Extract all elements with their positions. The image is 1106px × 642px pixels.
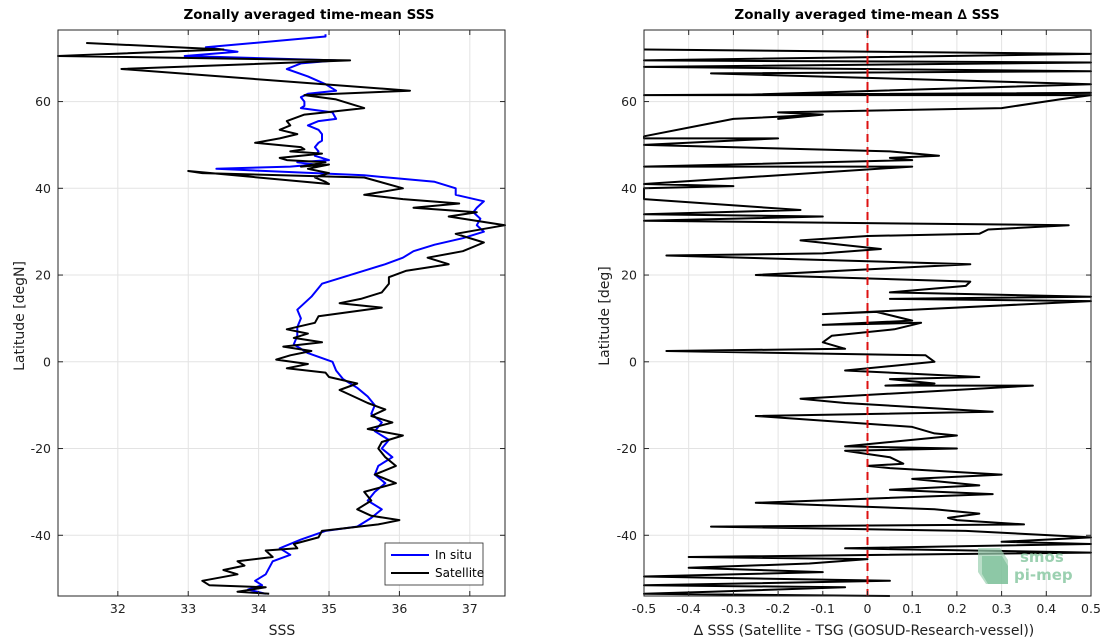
x-tick-label: -0.5 — [632, 601, 656, 616]
x-tick-label: 32 — [110, 601, 126, 616]
right-chart: Zonally averaged time-mean ∆ SSS -0.5 -0.… — [597, 7, 1101, 639]
series-line-satellite — [57, 42, 506, 595]
x-tick-label: 0.2 — [947, 601, 967, 616]
left-chart: Zonally averaged time-mean SSS 32 33 34 35 3… — [12, 7, 506, 639]
legend-box — [384, 542, 484, 586]
y-tick-label: 0 — [43, 354, 51, 369]
x-tick-label: 0.1 — [902, 601, 922, 616]
x-tick-label: -0.3 — [721, 601, 745, 616]
x-tick-label: 0.4 — [1036, 601, 1056, 616]
y-tick-label: -20 — [617, 441, 637, 456]
legend-label-satellite: Satellite — [435, 566, 484, 580]
left-chart-data — [57, 34, 506, 595]
x-tick-label: 0.3 — [992, 601, 1012, 616]
y-tick-label: 0 — [629, 354, 637, 369]
legend-label-in-situ: In situ — [435, 548, 472, 562]
left-chart-grid — [58, 30, 505, 596]
legend: In situ Satellite — [384, 542, 484, 586]
x-tick-label: -0.4 — [677, 601, 701, 616]
x-tick-label: 0 — [864, 601, 872, 616]
right-chart-data — [643, 30, 1092, 597]
left-y-axis-label: Latitude [degN] — [12, 261, 28, 371]
y-tick-label: 40 — [35, 181, 51, 196]
x-tick-label: 0.5 — [1081, 601, 1101, 616]
x-tick-label: 36 — [391, 601, 407, 616]
logo-mark-shade — [982, 556, 1008, 584]
y-tick-label: 20 — [621, 268, 637, 283]
right-x-axis-label: ∆ SSS (Satellite - TSG (GOSUD-Research-v… — [693, 623, 1035, 639]
y-tick-label: -40 — [617, 528, 637, 543]
y-tick-label: 40 — [621, 181, 637, 196]
y-tick-label: 20 — [35, 268, 51, 283]
left-x-axis-label: SSS — [269, 623, 296, 639]
series-line-in-situ — [183, 34, 485, 595]
y-tick-label: 60 — [35, 94, 51, 109]
right-chart-title: Zonally averaged time-mean ∆ SSS — [734, 7, 999, 23]
y-tick-label: -40 — [31, 528, 51, 543]
right-chart-ticks: -0.5 -0.4 -0.3 -0.2 -0.1 0 0.1 0.2 0.3 0.4 0.5 -40 -… — [617, 30, 1101, 616]
x-tick-label: 35 — [321, 601, 337, 616]
left-chart-frame — [57, 29, 506, 597]
smos-pimep-logo: smos pi-mep — [978, 548, 1073, 584]
x-tick-label: 33 — [180, 601, 196, 616]
y-tick-label: -20 — [31, 441, 51, 456]
logo-text-pimep: pi-mep — [1014, 566, 1073, 584]
x-tick-label: 34 — [251, 601, 267, 616]
x-tick-label: -0.2 — [766, 601, 790, 616]
left-chart-ticks: 32 33 34 35 36 37 -40 -20 0 20 40 60 — [31, 30, 505, 616]
logo-text-smos: smos — [1020, 548, 1064, 566]
left-chart-title: Zonally averaged time-mean SSS — [183, 7, 434, 23]
y-tick-label: 60 — [621, 94, 637, 109]
right-y-axis-label: Latitude [deg] — [597, 266, 613, 365]
x-tick-label: 37 — [462, 601, 478, 616]
x-tick-label: -0.1 — [811, 601, 835, 616]
